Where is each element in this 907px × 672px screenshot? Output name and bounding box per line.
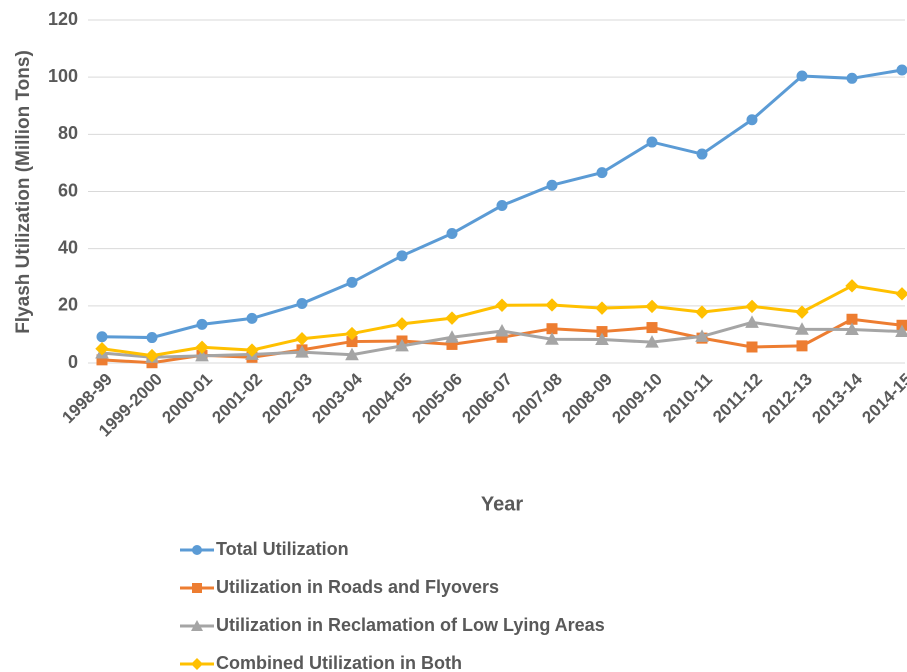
point	[646, 322, 658, 334]
point	[495, 323, 509, 337]
x-axis-title: Year	[481, 493, 523, 515]
x-tick-label: 2008-09	[558, 370, 616, 428]
point	[496, 200, 508, 212]
point	[145, 348, 159, 363]
point	[195, 348, 209, 362]
legend-label: Total Utilization	[216, 539, 349, 559]
legend-marker	[192, 583, 202, 593]
point	[446, 228, 458, 240]
point	[796, 340, 808, 352]
x-tick-label: 2005-06	[408, 370, 466, 428]
x-tick-label: 2011-12	[709, 370, 766, 427]
y-tick-label: 0	[68, 352, 78, 372]
point	[346, 276, 358, 288]
x-tick-label: 2014-15	[858, 370, 907, 428]
point	[795, 322, 809, 335]
point	[746, 341, 758, 353]
point	[895, 287, 907, 301]
legend-label: Combined Utilization in Both	[216, 653, 462, 672]
point	[495, 298, 509, 312]
point	[645, 335, 659, 348]
point	[445, 330, 459, 343]
point	[345, 347, 359, 361]
point	[695, 305, 709, 319]
point	[746, 114, 758, 126]
point	[295, 331, 309, 346]
point	[845, 322, 859, 336]
y-tick-label: 60	[58, 180, 78, 200]
point	[795, 305, 809, 319]
x-tick-label: 2012-13	[758, 370, 816, 428]
point	[896, 64, 907, 76]
y-axis-title: Flyash Utilization (Million Tons)	[13, 50, 34, 334]
y-tick-label: 100	[48, 66, 78, 86]
point	[595, 332, 609, 346]
legend-marker	[191, 658, 203, 670]
point	[796, 70, 808, 82]
point	[695, 329, 709, 342]
legend-label: Utilization in Reclamation of Low Lying …	[216, 615, 605, 635]
x-tick-label: 2013-14	[808, 369, 866, 427]
point	[895, 324, 907, 338]
x-tick-label: 2001-02	[208, 370, 266, 428]
point	[295, 345, 309, 358]
point	[595, 301, 609, 315]
y-tick-label: 80	[58, 123, 78, 143]
point	[245, 343, 259, 357]
point	[246, 312, 258, 324]
point	[646, 136, 658, 148]
point	[396, 250, 408, 262]
x-tick-label: 2002-03	[258, 370, 316, 428]
x-tick-label: 2009-10	[608, 370, 666, 428]
point	[545, 332, 559, 345]
point	[745, 299, 759, 314]
point	[95, 342, 109, 356]
point	[546, 323, 558, 335]
point	[545, 298, 559, 312]
point	[195, 340, 209, 354]
y-tick-label: 40	[58, 237, 78, 257]
point	[546, 179, 558, 191]
x-tick-label: 2006-07	[458, 370, 516, 428]
point	[645, 299, 659, 314]
legend-marker	[191, 620, 203, 631]
x-tick-label: 2004-05	[358, 370, 416, 428]
point	[196, 318, 208, 330]
point	[596, 167, 608, 179]
legend-marker	[192, 545, 202, 555]
x-tick-label: 2000-01	[158, 370, 216, 428]
point	[345, 326, 359, 341]
point	[846, 72, 858, 84]
y-tick-label: 120	[48, 9, 78, 29]
point	[296, 298, 308, 310]
x-tick-label: 2007-08	[508, 370, 566, 428]
point	[845, 279, 859, 293]
x-tick-label: 2010-11	[659, 370, 716, 427]
point	[395, 338, 409, 352]
point	[395, 317, 409, 331]
point	[445, 311, 459, 325]
point	[96, 331, 108, 343]
point	[696, 148, 708, 160]
point	[745, 315, 759, 328]
x-tick-label: 2003-04	[308, 369, 366, 427]
point	[146, 332, 158, 344]
y-tick-label: 20	[58, 295, 78, 315]
legend-label: Utilization in Roads and Flyovers	[216, 577, 499, 597]
